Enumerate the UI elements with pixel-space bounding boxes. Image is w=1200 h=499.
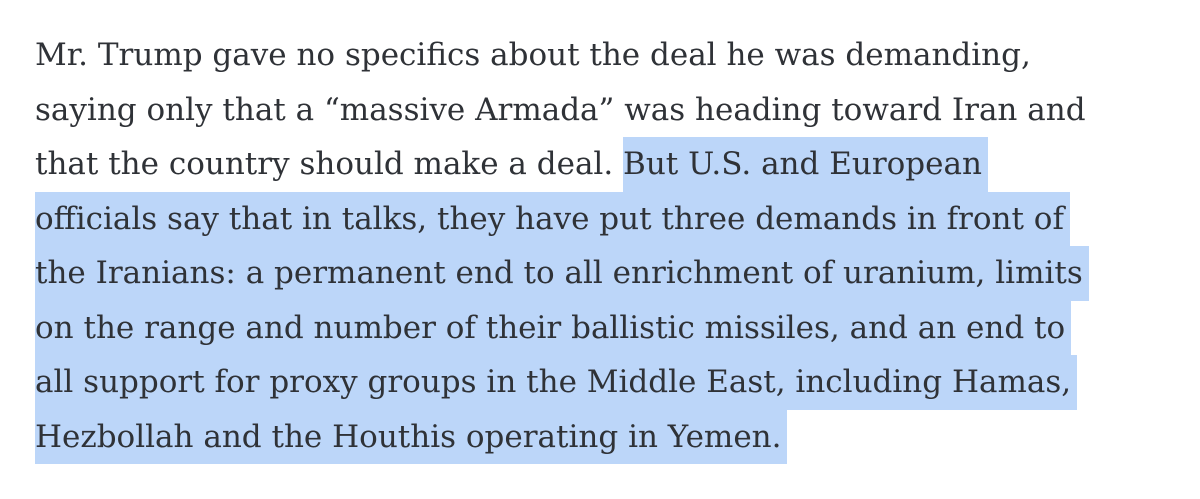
- text-line: all support for proxy groups in the Midd…: [35, 355, 1089, 410]
- text-line: on the range and number of their ballist…: [35, 300, 1089, 355]
- plain-text: saying only that a “massive Armada” was …: [35, 91, 1086, 128]
- article-paragraph: Mr. Trump gave no specifics about the de…: [35, 28, 1089, 464]
- plain-text: Mr. Trump gave no specifics about the de…: [35, 37, 1031, 73]
- selected-text[interactable]: all support for proxy groups in the Midd…: [35, 355, 1078, 410]
- selected-text[interactable]: officials say that in talks, they have p…: [35, 191, 1070, 246]
- selected-text[interactable]: But U.S. and European: [623, 137, 988, 192]
- text-line: the Iranians: a permanent end to all enr…: [35, 246, 1089, 301]
- text-line: Mr. Trump gave no specifics about the de…: [35, 28, 1089, 83]
- selected-text[interactable]: on the range and number of their ballist…: [35, 300, 1072, 355]
- text-line: saying only that a “massive Armada” was …: [35, 83, 1089, 138]
- selected-text[interactable]: the Iranians: a permanent end to all enr…: [35, 246, 1089, 301]
- text-line: officials say that in talks, they have p…: [35, 191, 1089, 246]
- text-line: Hezbollah and the Houthis operating in Y…: [35, 409, 1089, 464]
- text-line: that the country should make a deal. But…: [35, 137, 1089, 192]
- plain-text: that the country should make a deal.: [35, 146, 624, 182]
- selected-text[interactable]: Hezbollah and the Houthis operating in Y…: [35, 409, 788, 464]
